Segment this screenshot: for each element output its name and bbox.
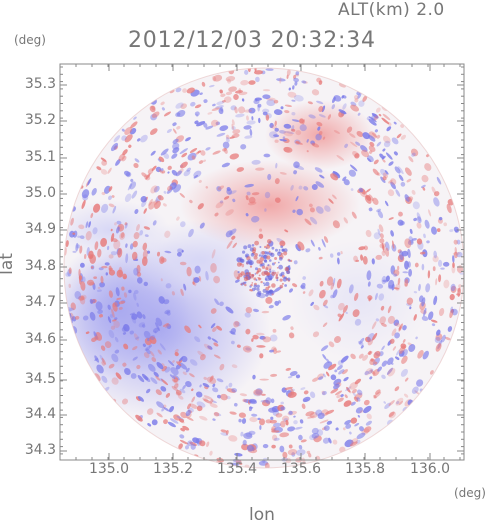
x-tick-label: 135.8 bbox=[344, 461, 386, 477]
y-unit-label: (deg) bbox=[14, 33, 46, 47]
x-tick-label: 135.0 bbox=[88, 461, 130, 477]
radar-field bbox=[64, 68, 464, 468]
y-tick-label: 34.8 bbox=[24, 258, 56, 274]
y-tick-label: 35.2 bbox=[24, 112, 56, 128]
y-tick-label: 35.1 bbox=[24, 149, 56, 165]
noise-speckles bbox=[64, 68, 464, 468]
x-tick-label: 136.0 bbox=[409, 461, 451, 477]
y-tick-label: 34.5 bbox=[24, 371, 56, 387]
x-tick-label: 135.6 bbox=[280, 461, 322, 477]
plot-frame bbox=[59, 63, 465, 461]
y-tick-label: 35.3 bbox=[24, 76, 56, 92]
y-tick-label: 34.4 bbox=[24, 406, 56, 422]
y-tick-label: 34.6 bbox=[24, 331, 56, 347]
y-tick-label: 34.7 bbox=[24, 294, 56, 310]
y-tick-label: 34.3 bbox=[24, 442, 56, 458]
x-tick-label: 135.2 bbox=[152, 461, 194, 477]
x-axis-title: lon bbox=[249, 505, 275, 525]
y-tick-label: 34.9 bbox=[24, 221, 56, 237]
tick-marks bbox=[60, 64, 464, 460]
altitude-label: ALT(km) 2.0 bbox=[338, 0, 445, 20]
x-unit-label: (deg) bbox=[454, 486, 486, 500]
x-tick-label: 135.4 bbox=[216, 461, 258, 477]
y-tick-label: 35.0 bbox=[24, 185, 56, 201]
timestamp-title: 2012/12/03 20:32:34 bbox=[128, 28, 376, 53]
